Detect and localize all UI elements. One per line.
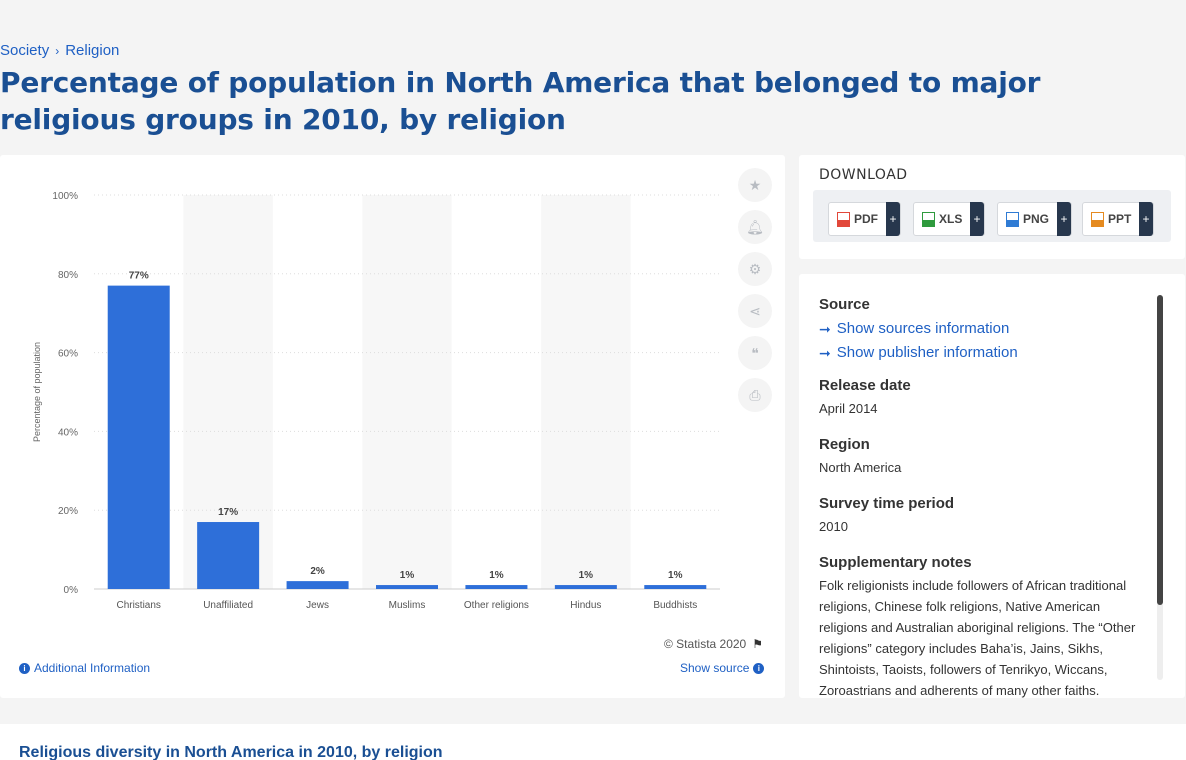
- data-label: 1%: [489, 570, 504, 581]
- plus-icon[interactable]: +: [1057, 202, 1071, 236]
- x-tick-label: Muslims: [389, 600, 426, 611]
- plus-icon[interactable]: +: [886, 202, 900, 236]
- source-heading: Source: [819, 296, 870, 313]
- star-icon[interactable]: ★: [738, 168, 772, 202]
- download-bar: PDF + XLS + PNG + PPT +: [813, 190, 1171, 242]
- release-date-value: April 2014: [819, 401, 878, 416]
- y-tick-label: 100%: [52, 191, 78, 202]
- info-icon: i: [19, 662, 30, 674]
- breadcrumb-society[interactable]: Society: [0, 42, 50, 59]
- statista-credit: © Statista 2020 ⚑: [664, 637, 763, 651]
- info-content: Source ➞ Show sources information ➞ Show…: [819, 296, 1144, 698]
- info-icon: i: [753, 662, 765, 674]
- chart-card: 0% 20% 40% 60% 80% 100% Percentage of populati…: [0, 155, 785, 698]
- data-label: 17%: [218, 507, 238, 518]
- data-label: 77%: [129, 271, 149, 282]
- download-png-button[interactable]: PNG +: [997, 202, 1072, 236]
- breadcrumb-religion[interactable]: Religion: [65, 42, 120, 59]
- download-card: DOWNLOAD PDF + XLS + PNG + PPT +: [799, 155, 1185, 259]
- scrollbar-thumb[interactable]: [1157, 295, 1163, 605]
- ppt-file-icon: [1091, 211, 1104, 227]
- bar-chart: 0% 20% 40% 60% 80% 100% Percentage of populati…: [32, 191, 720, 611]
- data-label: 2%: [310, 566, 325, 577]
- show-source-label: Show source: [680, 661, 750, 675]
- bar-muslims: [376, 585, 438, 589]
- y-tick-label: 20%: [58, 506, 78, 517]
- pdf-file-icon: [837, 211, 850, 227]
- download-xls-label: XLS: [939, 212, 963, 226]
- chart-toolbar: ★ 🔔︎ ⚙ ⋖ ❝ ⎙: [738, 168, 772, 420]
- plus-icon[interactable]: +: [1139, 202, 1153, 236]
- x-tick-label: Jews: [306, 600, 329, 611]
- data-label: 1%: [668, 570, 683, 581]
- download-ppt-button[interactable]: PPT +: [1082, 202, 1154, 236]
- quote-icon[interactable]: ❝: [738, 336, 772, 370]
- y-tick-label: 60%: [58, 349, 78, 360]
- xls-file-icon: [922, 211, 935, 227]
- column-band: [541, 195, 631, 589]
- bar-unaffiliated: [197, 522, 260, 589]
- page-title: Percentage of population in North Americ…: [0, 66, 1041, 136]
- release-date-heading: Release date: [819, 377, 911, 394]
- supplementary-notes-text: Folk religionists include followers of A…: [819, 578, 1136, 698]
- show-source-link[interactable]: Show source i: [680, 661, 765, 675]
- column-band: [362, 195, 452, 589]
- data-label: 1%: [400, 570, 415, 581]
- related-statistic-title[interactable]: Religious diversity in North America in …: [19, 744, 443, 760]
- bar-other-religions: [465, 585, 528, 589]
- related-card: [0, 724, 1186, 760]
- download-title: DOWNLOAD: [819, 167, 908, 183]
- info-card: Source ➞ Show sources information ➞ Show…: [799, 274, 1185, 698]
- bell-icon[interactable]: 🔔︎: [738, 210, 772, 244]
- download-ppt-label: PPT: [1108, 212, 1132, 226]
- print-icon[interactable]: ⎙: [738, 378, 772, 412]
- survey-period-value: 2010: [819, 519, 848, 534]
- y-tick-label: 0%: [64, 585, 79, 596]
- show-sources-link[interactable]: ➞ Show sources information: [819, 317, 1144, 341]
- download-pdf-label: PDF: [854, 212, 878, 226]
- download-pdf-button[interactable]: PDF +: [828, 202, 901, 236]
- data-label: 1%: [579, 570, 594, 581]
- arrow-right-icon: ➞: [819, 345, 831, 361]
- y-axis-label: Percentage of population: [32, 342, 42, 442]
- x-tick-label: Buddhists: [653, 600, 697, 611]
- download-png-label: PNG: [1023, 212, 1050, 226]
- region-heading: Region: [819, 436, 870, 453]
- download-xls-button[interactable]: XLS +: [913, 202, 985, 236]
- additional-information-link[interactable]: i Additional Information: [19, 661, 150, 675]
- additional-information-label: Additional Information: [34, 661, 151, 675]
- breadcrumb: Society › Religion: [0, 42, 119, 59]
- plus-icon[interactable]: +: [970, 202, 984, 236]
- show-publisher-link[interactable]: ➞ Show publisher information: [819, 341, 1144, 365]
- bar-hindus: [554, 585, 617, 589]
- y-tick-label: 40%: [58, 427, 78, 438]
- png-file-icon: [1006, 211, 1019, 227]
- show-sources-label: Show sources information: [836, 320, 1010, 337]
- x-tick-label: Unaffiliated: [203, 600, 253, 611]
- share-icon[interactable]: ⋖: [738, 294, 772, 328]
- flag-icon[interactable]: ⚑: [752, 637, 763, 651]
- show-publisher-label: Show publisher information: [836, 344, 1018, 361]
- x-tick-label: Other religions: [464, 600, 529, 611]
- credit-text: © Statista 2020: [664, 637, 747, 651]
- supplementary-notes-heading: Supplementary notes: [819, 554, 972, 571]
- region-value: North America: [819, 460, 902, 475]
- breadcrumb-separator: ›: [55, 43, 60, 58]
- bar-jews: [286, 581, 349, 589]
- x-tick-label: Christians: [116, 600, 160, 611]
- y-tick-label: 80%: [58, 270, 78, 281]
- x-tick-label: Hindus: [570, 600, 601, 611]
- bar-christians: [107, 285, 170, 589]
- arrow-right-icon: ➞: [819, 321, 831, 337]
- gear-icon[interactable]: ⚙: [738, 252, 772, 286]
- survey-period-heading: Survey time period: [819, 495, 955, 512]
- bar-buddhists: [644, 585, 707, 589]
